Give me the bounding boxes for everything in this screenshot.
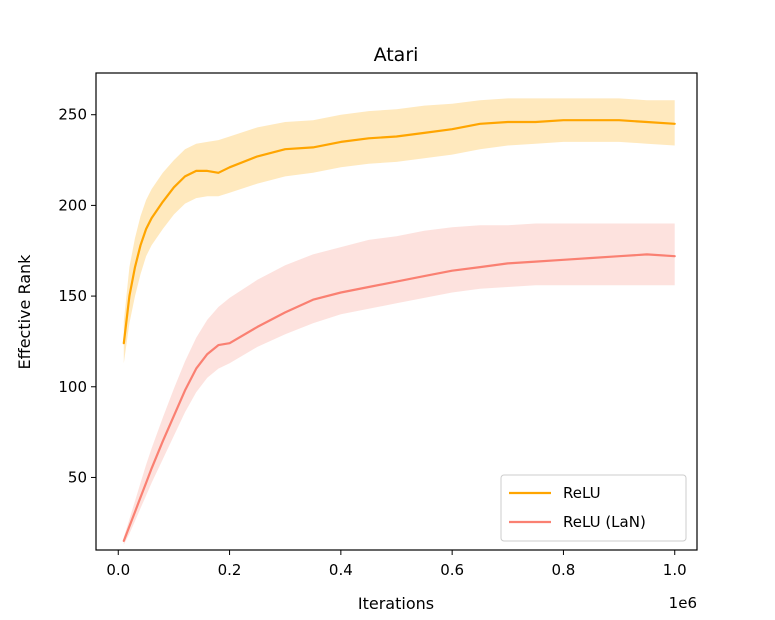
y-tick-label: 50 [68,468,87,486]
confidence-band-relu [123,98,675,364]
y-tick-label: 250 [58,106,87,124]
y-axis-label: Effective Rank [15,254,34,370]
legend-label-relu-lan: ReLU (LaN) [563,513,646,531]
x-tick-label: 1.0 [663,561,687,579]
y-tick-label: 150 [58,287,87,305]
legend-box [500,474,687,542]
legend-label-relu: ReLU [563,484,601,502]
series-line-relu-lan [122,253,676,543]
plot-frame [95,72,698,551]
x-axis-ticks: 0.0 0.2 0.4 0.6 0.8 1.0 [106,550,687,579]
y-axis-ticks: 50 100 150 200 250 [58,106,96,486]
x-tick-label: 0.8 [552,561,576,579]
x-tick-label: 0.6 [440,561,464,579]
x-axis-label: Iterations [358,594,434,613]
y-tick-label: 100 [58,378,87,396]
x-axis-offset-label: 1e6 [669,594,697,612]
series-lines [122,119,676,543]
legend: ReLU ReLU (LaN) [500,474,687,542]
y-tick-label: 200 [58,196,87,214]
confidence-bands [123,98,675,545]
x-tick-label: 0.2 [218,561,242,579]
x-tick-label: 0.4 [329,561,353,579]
confidence-band-relu-lan [123,223,675,545]
series-line-relu [122,119,676,345]
x-tick-label: 0.0 [106,561,130,579]
chart-title: Atari [374,44,419,66]
